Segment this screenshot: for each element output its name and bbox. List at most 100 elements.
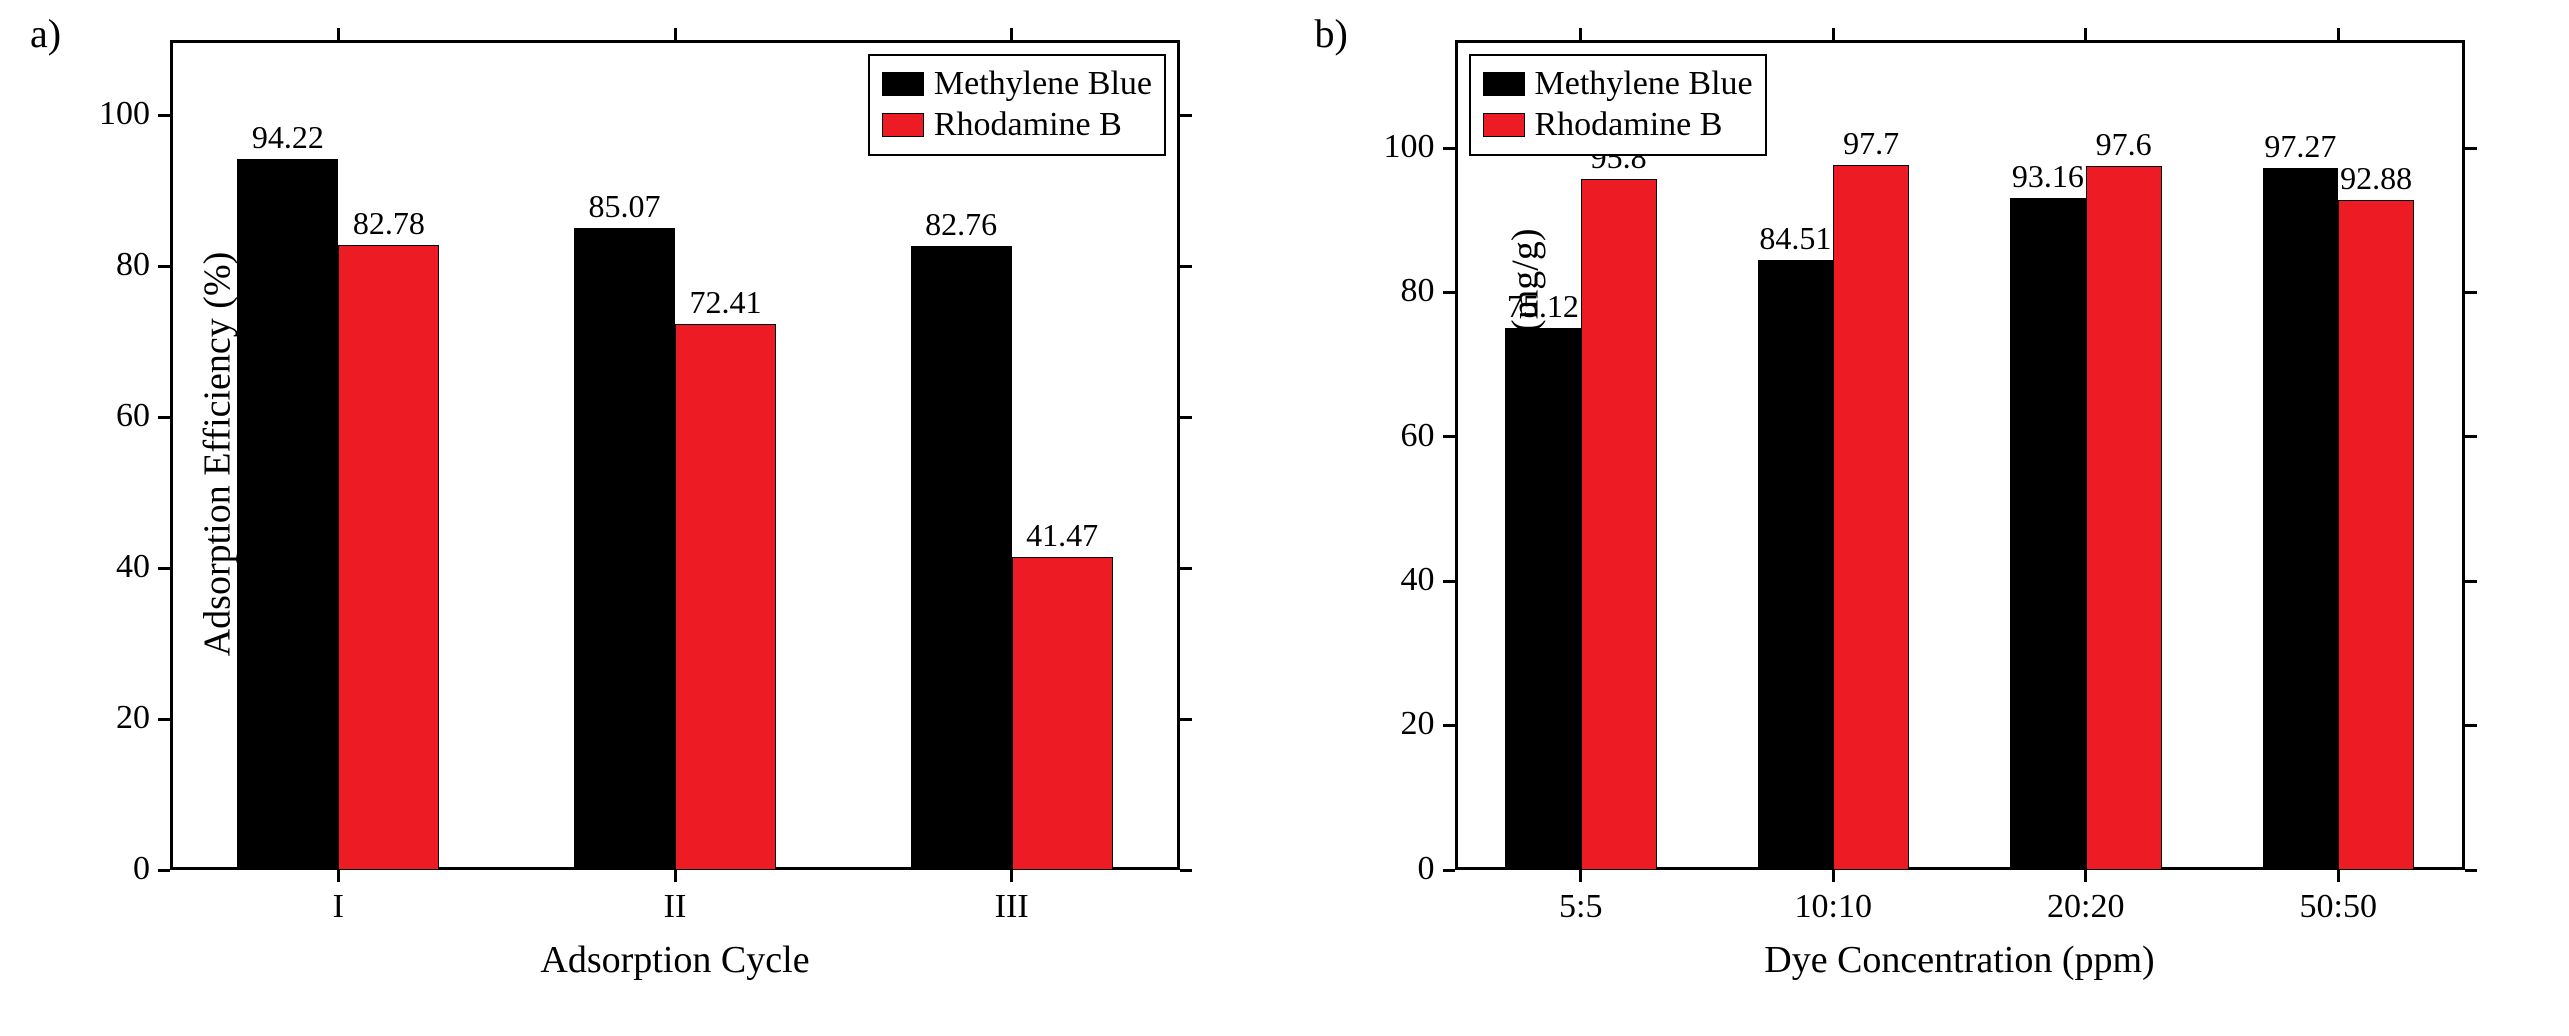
panel-label: b) xyxy=(1315,10,1348,57)
y-tick xyxy=(2465,291,2477,294)
y-tick xyxy=(158,567,170,570)
legend-swatch-methylene_blue xyxy=(882,72,924,96)
bar-rhodamine_b xyxy=(1833,165,1909,870)
y-tick xyxy=(1180,869,1192,872)
x-tick-label: 10:10 xyxy=(1753,888,1913,926)
legend-label: Rhodamine B xyxy=(934,105,1122,146)
bar-value-label: 41.47 xyxy=(1002,517,1122,554)
figure: a)020406080100Adsorption Efficiency (%)I… xyxy=(0,0,2569,1036)
bar-value-label: 72.41 xyxy=(666,284,786,321)
x-tick xyxy=(674,28,677,40)
bar-methylene_blue xyxy=(2263,168,2339,870)
y-tick xyxy=(2465,724,2477,727)
legend-swatch-methylene_blue xyxy=(1483,72,1525,96)
y-tick-label: 60 xyxy=(1355,417,1435,455)
y-tick xyxy=(1443,724,1455,727)
y-tick-label: 0 xyxy=(1355,850,1435,888)
y-tick-label: 80 xyxy=(70,246,150,284)
panel-a: a)020406080100Adsorption Efficiency (%)I… xyxy=(0,0,1285,1036)
axis-frame-right xyxy=(2462,40,2465,870)
legend-label: Rhodamine B xyxy=(1535,105,1723,146)
legend-swatch-rhodamine_b xyxy=(1483,113,1525,137)
y-tick xyxy=(158,114,170,117)
y-tick xyxy=(2465,147,2477,150)
x-tick xyxy=(337,28,340,40)
y-tick-label: 20 xyxy=(70,699,150,737)
y-tick xyxy=(1443,869,1455,872)
x-tick xyxy=(2084,28,2087,40)
bar-methylene_blue xyxy=(237,159,338,870)
y-tick xyxy=(2465,580,2477,583)
x-tick-label: 5:5 xyxy=(1501,888,1661,926)
bar-value-label: 92.88 xyxy=(2316,160,2436,197)
y-tick xyxy=(1443,291,1455,294)
bar-methylene_blue xyxy=(2010,198,2086,870)
y-tick xyxy=(1180,416,1192,419)
bar-value-label: 97.7 xyxy=(1811,125,1931,162)
bar-rhodamine_b xyxy=(338,245,439,870)
bar-value-label: 82.78 xyxy=(329,205,449,242)
y-tick xyxy=(1180,114,1192,117)
bar-rhodamine_b xyxy=(2086,166,2162,870)
y-tick xyxy=(158,416,170,419)
bar-methylene_blue xyxy=(1758,260,1834,870)
plot-area: 020406080100Adsorption Efficiency (mg/g)… xyxy=(1455,40,2465,870)
legend-item: Methylene Blue xyxy=(882,64,1152,105)
legend-item: Rhodamine B xyxy=(882,105,1152,146)
bar-rhodamine_b xyxy=(1012,557,1113,870)
axis-frame-top xyxy=(1455,40,2465,43)
y-axis-label: Adsorption Efficiency (%) xyxy=(195,252,239,657)
x-tick-label: 50:50 xyxy=(2258,888,2418,926)
legend-label: Methylene Blue xyxy=(1535,64,1753,105)
x-tick xyxy=(2084,870,2087,882)
panel-b: b) 020406080100Adsorption Efficiency (mg/… xyxy=(1285,0,2569,1036)
y-tick xyxy=(1443,580,1455,583)
x-tick-label: 20:20 xyxy=(2006,888,2166,926)
x-tick xyxy=(2337,870,2340,882)
y-tick xyxy=(1180,567,1192,570)
legend-item: Methylene Blue xyxy=(1483,64,1753,105)
bar-rhodamine_b xyxy=(1581,179,1657,870)
y-tick xyxy=(158,265,170,268)
x-axis-label: Dye Concentration (ppm) xyxy=(1455,938,2465,982)
bar-methylene_blue xyxy=(574,228,675,870)
y-tick xyxy=(2465,435,2477,438)
x-tick xyxy=(1579,28,1582,40)
legend: Methylene BlueRhodamine B xyxy=(1469,54,1767,156)
x-axis-label: Adsorption Cycle xyxy=(170,938,1180,982)
axis-frame-right xyxy=(1177,40,1180,870)
y-tick xyxy=(1443,147,1455,150)
x-tick xyxy=(1832,28,1835,40)
bar-value-label: 82.76 xyxy=(901,206,1021,243)
y-tick-label: 0 xyxy=(70,850,150,888)
y-tick-label: 100 xyxy=(1355,128,1435,166)
bar-value-label: 97.6 xyxy=(2064,126,2184,163)
x-tick xyxy=(1010,28,1013,40)
y-tick xyxy=(1180,265,1192,268)
legend-label: Methylene Blue xyxy=(934,64,1152,105)
x-tick xyxy=(674,870,677,882)
panel-label: a) xyxy=(30,10,61,57)
y-tick-label: 40 xyxy=(1355,561,1435,599)
bar-methylene_blue xyxy=(911,246,1012,870)
axis-frame-left xyxy=(1455,40,1458,870)
legend-swatch-rhodamine_b xyxy=(882,113,924,137)
x-tick xyxy=(1010,870,1013,882)
legend-item: Rhodamine B xyxy=(1483,105,1753,146)
x-tick-label: III xyxy=(932,888,1092,926)
y-tick-label: 80 xyxy=(1355,272,1435,310)
y-tick-label: 100 xyxy=(70,95,150,133)
bar-value-label: 85.07 xyxy=(565,188,685,225)
y-tick xyxy=(158,869,170,872)
plot-area: 020406080100Adsorption Efficiency (%)I94… xyxy=(170,40,1180,870)
y-tick xyxy=(2465,869,2477,872)
x-tick xyxy=(1579,870,1582,882)
y-tick-label: 20 xyxy=(1355,705,1435,743)
y-tick-label: 40 xyxy=(70,548,150,586)
axis-frame-top xyxy=(170,40,1180,43)
legend: Methylene BlueRhodamine B xyxy=(868,54,1166,156)
y-tick-label: 60 xyxy=(70,397,150,435)
x-tick xyxy=(1832,870,1835,882)
x-tick-label: I xyxy=(258,888,418,926)
y-tick xyxy=(158,718,170,721)
